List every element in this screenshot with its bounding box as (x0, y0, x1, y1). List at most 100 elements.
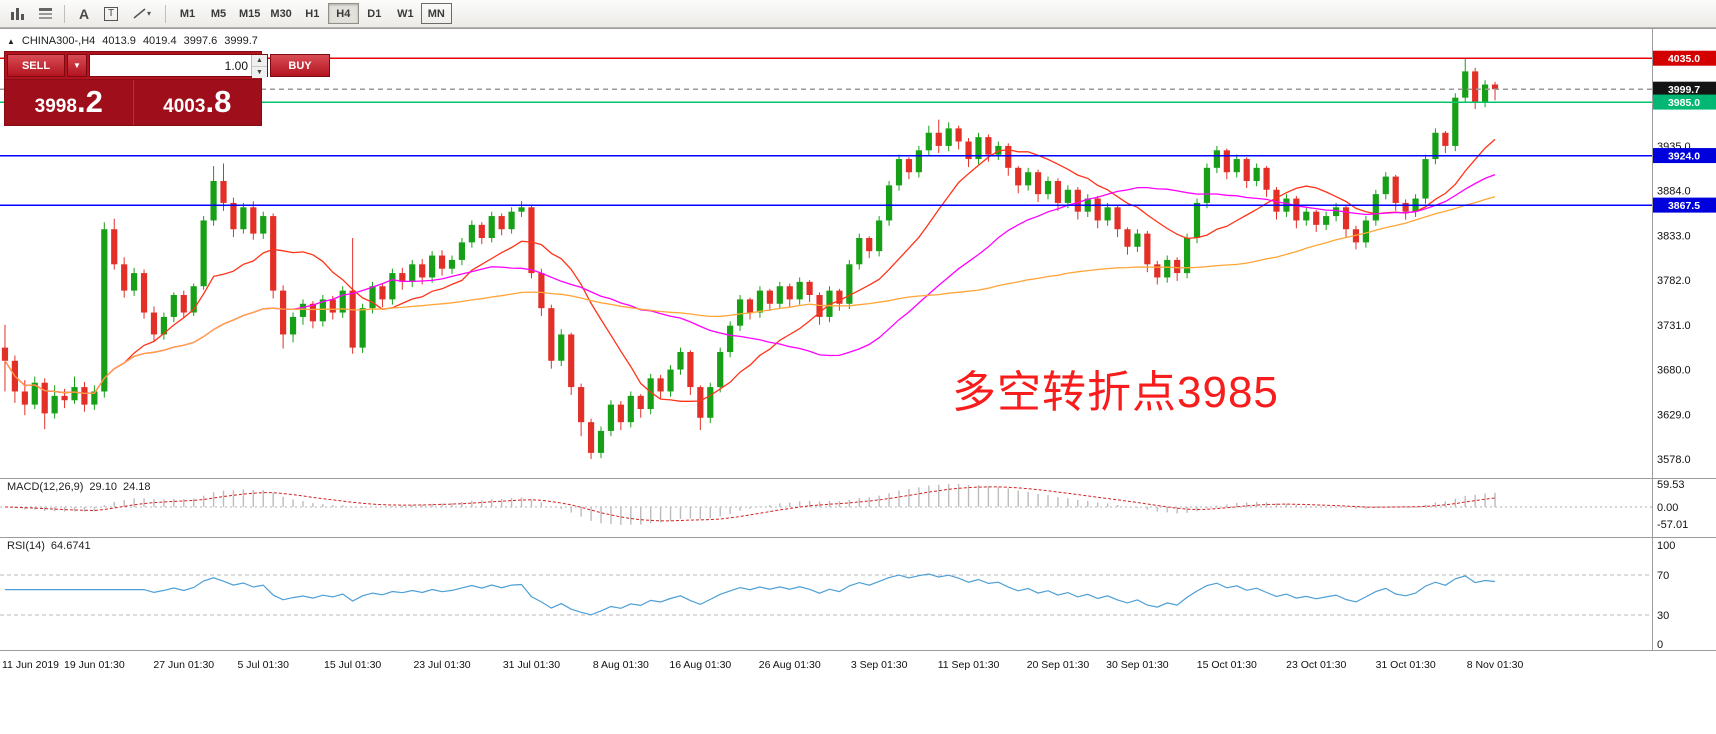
drawing-tools-icon[interactable]: ▾ (125, 3, 159, 25)
candle-up (1104, 207, 1111, 221)
candle-up (240, 207, 247, 230)
timeframe-m15-button[interactable]: M15 (234, 3, 265, 24)
timeframe-w1-button[interactable]: W1 (390, 3, 421, 24)
timeframe-h4-button[interactable]: H4 (327, 3, 359, 24)
candle-up (409, 264, 416, 282)
buy-button[interactable]: BUY (270, 54, 330, 77)
candle-up (975, 137, 982, 160)
chart-canvas[interactable]: 3935.03884.03833.03782.03731.03680.03629… (0, 28, 1716, 734)
buy-price[interactable]: 4003 .8 (132, 80, 262, 125)
candle-up (876, 220, 883, 252)
candle-up (299, 303, 307, 317)
volume-decrease-button[interactable]: ▼ (252, 67, 267, 78)
candle-up (627, 395, 634, 423)
candle-down (498, 216, 505, 230)
drawing-tools-glyph (133, 8, 146, 19)
trade-controls-row: SELL ▼ ▲ ▼ BUY (5, 52, 330, 79)
text-label-icon[interactable]: T (98, 3, 124, 25)
close-value: 3999.7 (224, 35, 258, 47)
date-label: 16 Aug 01:30 (669, 659, 731, 671)
bar-chart-glyph (11, 7, 24, 20)
candle-up (1253, 167, 1260, 181)
rsi-header: RSI(14) 64.6741 (7, 540, 97, 552)
font-icon[interactable]: A (71, 3, 97, 25)
date-label: 23 Oct 01:30 (1286, 659, 1346, 671)
price-badge-label: 3985.0 (1668, 97, 1700, 109)
timeframe-m1-button[interactable]: M1 (172, 3, 203, 24)
price-badge (1653, 94, 1716, 110)
candle-down (617, 404, 624, 423)
chart-text-annotation[interactable]: 多空转折点3985 (952, 368, 1279, 417)
macd-histogram (14, 484, 1496, 525)
candle-down (836, 290, 843, 304)
candle-down (1124, 229, 1131, 247)
timeframe-m30-button[interactable]: M30 (265, 3, 296, 24)
volume-input[interactable] (90, 55, 251, 76)
timeframe-mn-button[interactable]: MN (420, 3, 452, 24)
candle-down (697, 387, 704, 418)
candle-down (568, 334, 575, 388)
price-tick-label: 3680.0 (1657, 365, 1691, 377)
price-tick-label: 3629.0 (1657, 409, 1691, 421)
candle-down (399, 273, 406, 282)
candle-up (727, 325, 734, 353)
date-label: 27 Jun 01:30 (153, 659, 214, 671)
candle-up (1432, 132, 1439, 160)
candle-down (1094, 198, 1101, 221)
candle-up (289, 316, 297, 335)
candle-down (121, 264, 128, 291)
sell-button[interactable]: SELL (7, 54, 65, 77)
candle-up (160, 316, 168, 335)
ma-line-72 (4, 196, 1496, 395)
candle-down (786, 286, 793, 300)
tile-windows-glyph (38, 8, 52, 19)
candle-down (965, 141, 972, 160)
candle-down (280, 290, 287, 335)
candle-down (637, 395, 644, 410)
rsi-scale-label: 30 (1657, 610, 1669, 622)
candle-up (1462, 71, 1469, 98)
price-badge (1653, 148, 1716, 164)
candle-up (995, 145, 1002, 155)
candle-up (677, 352, 684, 370)
candle-up (319, 299, 326, 322)
price-badge-label: 4035.0 (1668, 53, 1700, 65)
candle-down (81, 387, 88, 405)
price-tick-label: 3884.0 (1657, 186, 1691, 198)
rsi-name: RSI(14) (7, 540, 45, 552)
candle-up (915, 150, 922, 173)
volume-field: ▲ ▼ (89, 54, 268, 78)
candle-down (379, 286, 386, 300)
volume-dropdown-button[interactable]: ▼ (67, 54, 87, 77)
bar-chart-icon[interactable] (5, 3, 31, 25)
symbol-ohlc-header: ▲ CHINA300-,H4 4013.9 4019.4 3997.6 3999… (7, 35, 258, 47)
text-label-glyph: T (103, 6, 119, 21)
timeframe-h1-button[interactable]: H1 (297, 3, 328, 24)
macd-signal-value: 24.18 (122, 481, 151, 493)
candle-up (429, 255, 436, 278)
candle-up (885, 185, 893, 221)
sell-price[interactable]: 3998 .2 (5, 80, 133, 125)
candle-down (955, 128, 962, 142)
candle-down (1, 347, 9, 361)
candle-up (1203, 167, 1211, 203)
candle-down (1402, 202, 1409, 212)
timeframe-m5-button[interactable]: M5 (203, 3, 234, 24)
candle-up (895, 159, 903, 186)
one-click-trading-panel: SELL ▼ ▲ ▼ BUY 3998 .2 4003 .8 (4, 51, 330, 126)
candle-down (1273, 189, 1280, 212)
timeframe-d1-button[interactable]: D1 (359, 3, 390, 24)
volume-increase-button[interactable]: ▲ (252, 55, 267, 67)
candle-up (458, 242, 466, 260)
macd-header: MACD(12,26,9) 29.10 24.18 (7, 481, 156, 493)
date-label: 23 Jul 01:30 (413, 659, 470, 671)
candle-down (985, 137, 992, 155)
candle-down (329, 299, 336, 313)
candle-down (905, 159, 913, 173)
candle-up (389, 273, 396, 300)
candle-down (866, 237, 873, 252)
candle-up (1025, 172, 1032, 186)
sell-price-frac: .2 (76, 84, 103, 119)
tile-windows-icon[interactable] (32, 3, 58, 25)
candle-up (518, 207, 525, 212)
